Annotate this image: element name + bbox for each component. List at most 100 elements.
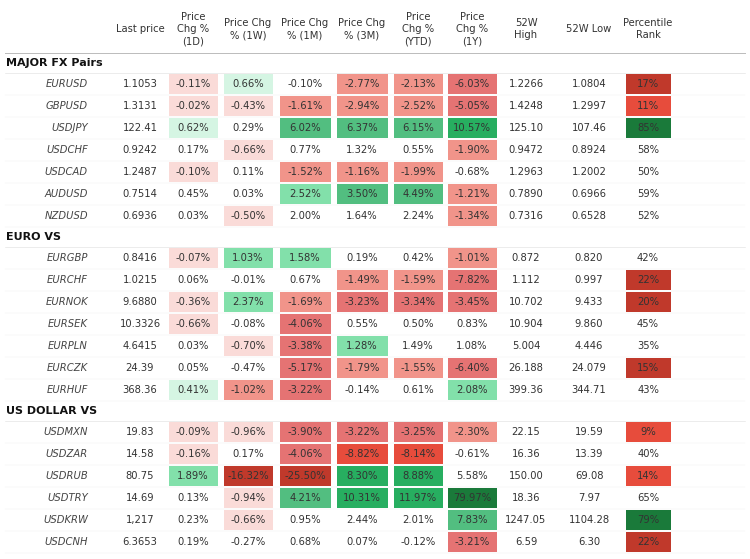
Text: 1.2002: 1.2002	[572, 167, 607, 177]
Bar	[169, 118, 217, 138]
Text: -1.99%: -1.99%	[400, 167, 436, 177]
Text: -3.90%: -3.90%	[287, 427, 322, 437]
Bar	[394, 488, 442, 508]
Bar	[394, 74, 442, 94]
Text: 1.28%: 1.28%	[346, 341, 378, 351]
Text: 1.112: 1.112	[512, 275, 540, 285]
Text: MAJOR FX Pairs: MAJOR FX Pairs	[6, 58, 103, 68]
Text: -0.68%: -0.68%	[454, 167, 490, 177]
Text: 2.00%: 2.00%	[290, 211, 321, 221]
Text: 0.55%: 0.55%	[402, 145, 433, 155]
Text: 0.41%: 0.41%	[177, 385, 209, 395]
Text: Price
Chg %
(1Y): Price Chg % (1Y)	[456, 12, 488, 46]
Text: 69.08: 69.08	[574, 471, 603, 481]
Text: -0.61%: -0.61%	[454, 449, 490, 459]
Text: 1.2266: 1.2266	[509, 79, 544, 89]
Text: -0.11%: -0.11%	[176, 79, 211, 89]
Text: -5.05%: -5.05%	[454, 101, 490, 111]
Bar	[280, 444, 331, 464]
Text: 22.15: 22.15	[512, 427, 540, 437]
Text: 4.446: 4.446	[574, 341, 603, 351]
Bar	[224, 206, 272, 226]
Text: EURCHF: EURCHF	[47, 275, 88, 285]
Text: -3.23%: -3.23%	[344, 297, 380, 307]
Text: -3.22%: -3.22%	[287, 385, 322, 395]
Text: 59%: 59%	[637, 189, 659, 199]
Text: 42%: 42%	[637, 253, 659, 263]
Text: 1.3131: 1.3131	[122, 101, 158, 111]
Text: -3.25%: -3.25%	[400, 427, 436, 437]
Bar	[626, 292, 670, 312]
Text: 0.77%: 0.77%	[290, 145, 321, 155]
Text: 0.67%: 0.67%	[290, 275, 321, 285]
Text: AUDUSD: AUDUSD	[44, 189, 88, 199]
Bar	[337, 466, 388, 486]
Text: 4.6415: 4.6415	[122, 341, 158, 351]
Text: Price
Chg %
(YTD): Price Chg % (YTD)	[402, 12, 434, 46]
Text: 10.31%: 10.31%	[343, 493, 381, 503]
Bar	[280, 118, 331, 138]
Bar	[280, 488, 331, 508]
Bar	[448, 96, 497, 116]
Text: 18.36: 18.36	[512, 493, 540, 503]
Text: 10.57%: 10.57%	[453, 123, 491, 133]
Bar	[224, 96, 272, 116]
Text: 0.6528: 0.6528	[572, 211, 607, 221]
Text: -1.55%: -1.55%	[400, 363, 436, 373]
Bar	[169, 380, 217, 400]
Text: 125.10: 125.10	[509, 123, 544, 133]
Text: EURUSD: EURUSD	[46, 79, 88, 89]
Text: EURGBP: EURGBP	[46, 253, 88, 263]
Text: Price Chg
% (3M): Price Chg % (3M)	[338, 18, 386, 40]
Bar	[169, 444, 217, 464]
Text: EURSEK: EURSEK	[48, 319, 88, 329]
Text: 0.9472: 0.9472	[509, 145, 544, 155]
Bar	[626, 532, 670, 552]
Text: 0.7316: 0.7316	[509, 211, 544, 221]
Bar	[448, 248, 497, 268]
Bar	[224, 510, 272, 530]
Text: 1.2997: 1.2997	[572, 101, 607, 111]
Text: 1.0215: 1.0215	[122, 275, 158, 285]
Bar	[337, 184, 388, 204]
Text: -0.10%: -0.10%	[176, 167, 211, 177]
Bar	[626, 270, 670, 290]
Bar	[448, 422, 497, 442]
Bar	[224, 292, 272, 312]
Text: -1.34%: -1.34%	[454, 211, 490, 221]
Text: 5.004: 5.004	[512, 341, 540, 351]
Text: 1.08%: 1.08%	[456, 341, 488, 351]
Bar	[169, 292, 217, 312]
Text: -4.06%: -4.06%	[287, 319, 322, 329]
Text: -5.17%: -5.17%	[287, 363, 322, 373]
Text: 0.6966: 0.6966	[572, 189, 607, 199]
Text: 0.19%: 0.19%	[177, 537, 209, 547]
Text: 150.00: 150.00	[509, 471, 543, 481]
Bar	[224, 74, 272, 94]
Text: -0.96%: -0.96%	[230, 427, 266, 437]
Text: 79%: 79%	[637, 515, 659, 525]
Bar	[448, 510, 497, 530]
Text: 1.03%: 1.03%	[232, 253, 264, 263]
Text: 0.06%: 0.06%	[177, 275, 209, 285]
Text: Price Chg
% (1W): Price Chg % (1W)	[224, 18, 272, 40]
Bar	[169, 96, 217, 116]
Text: EURCZK: EURCZK	[46, 363, 88, 373]
Text: -0.36%: -0.36%	[176, 297, 211, 307]
Bar	[626, 422, 670, 442]
Text: 8.30%: 8.30%	[346, 471, 378, 481]
Bar	[224, 422, 272, 442]
Text: 7.83%: 7.83%	[456, 515, 488, 525]
Text: -0.27%: -0.27%	[230, 537, 266, 547]
Text: 11.97%: 11.97%	[399, 493, 437, 503]
Text: 1,217: 1,217	[126, 515, 154, 525]
Text: 0.17%: 0.17%	[232, 449, 264, 459]
Bar	[169, 422, 217, 442]
Text: 10.3326: 10.3326	[119, 319, 160, 329]
Text: 6.3653: 6.3653	[122, 537, 158, 547]
Text: 14.58: 14.58	[126, 449, 154, 459]
Text: -0.01%: -0.01%	[230, 275, 266, 285]
Text: -3.22%: -3.22%	[344, 427, 380, 437]
Text: USDMXN: USDMXN	[44, 427, 88, 437]
Bar	[169, 162, 217, 182]
